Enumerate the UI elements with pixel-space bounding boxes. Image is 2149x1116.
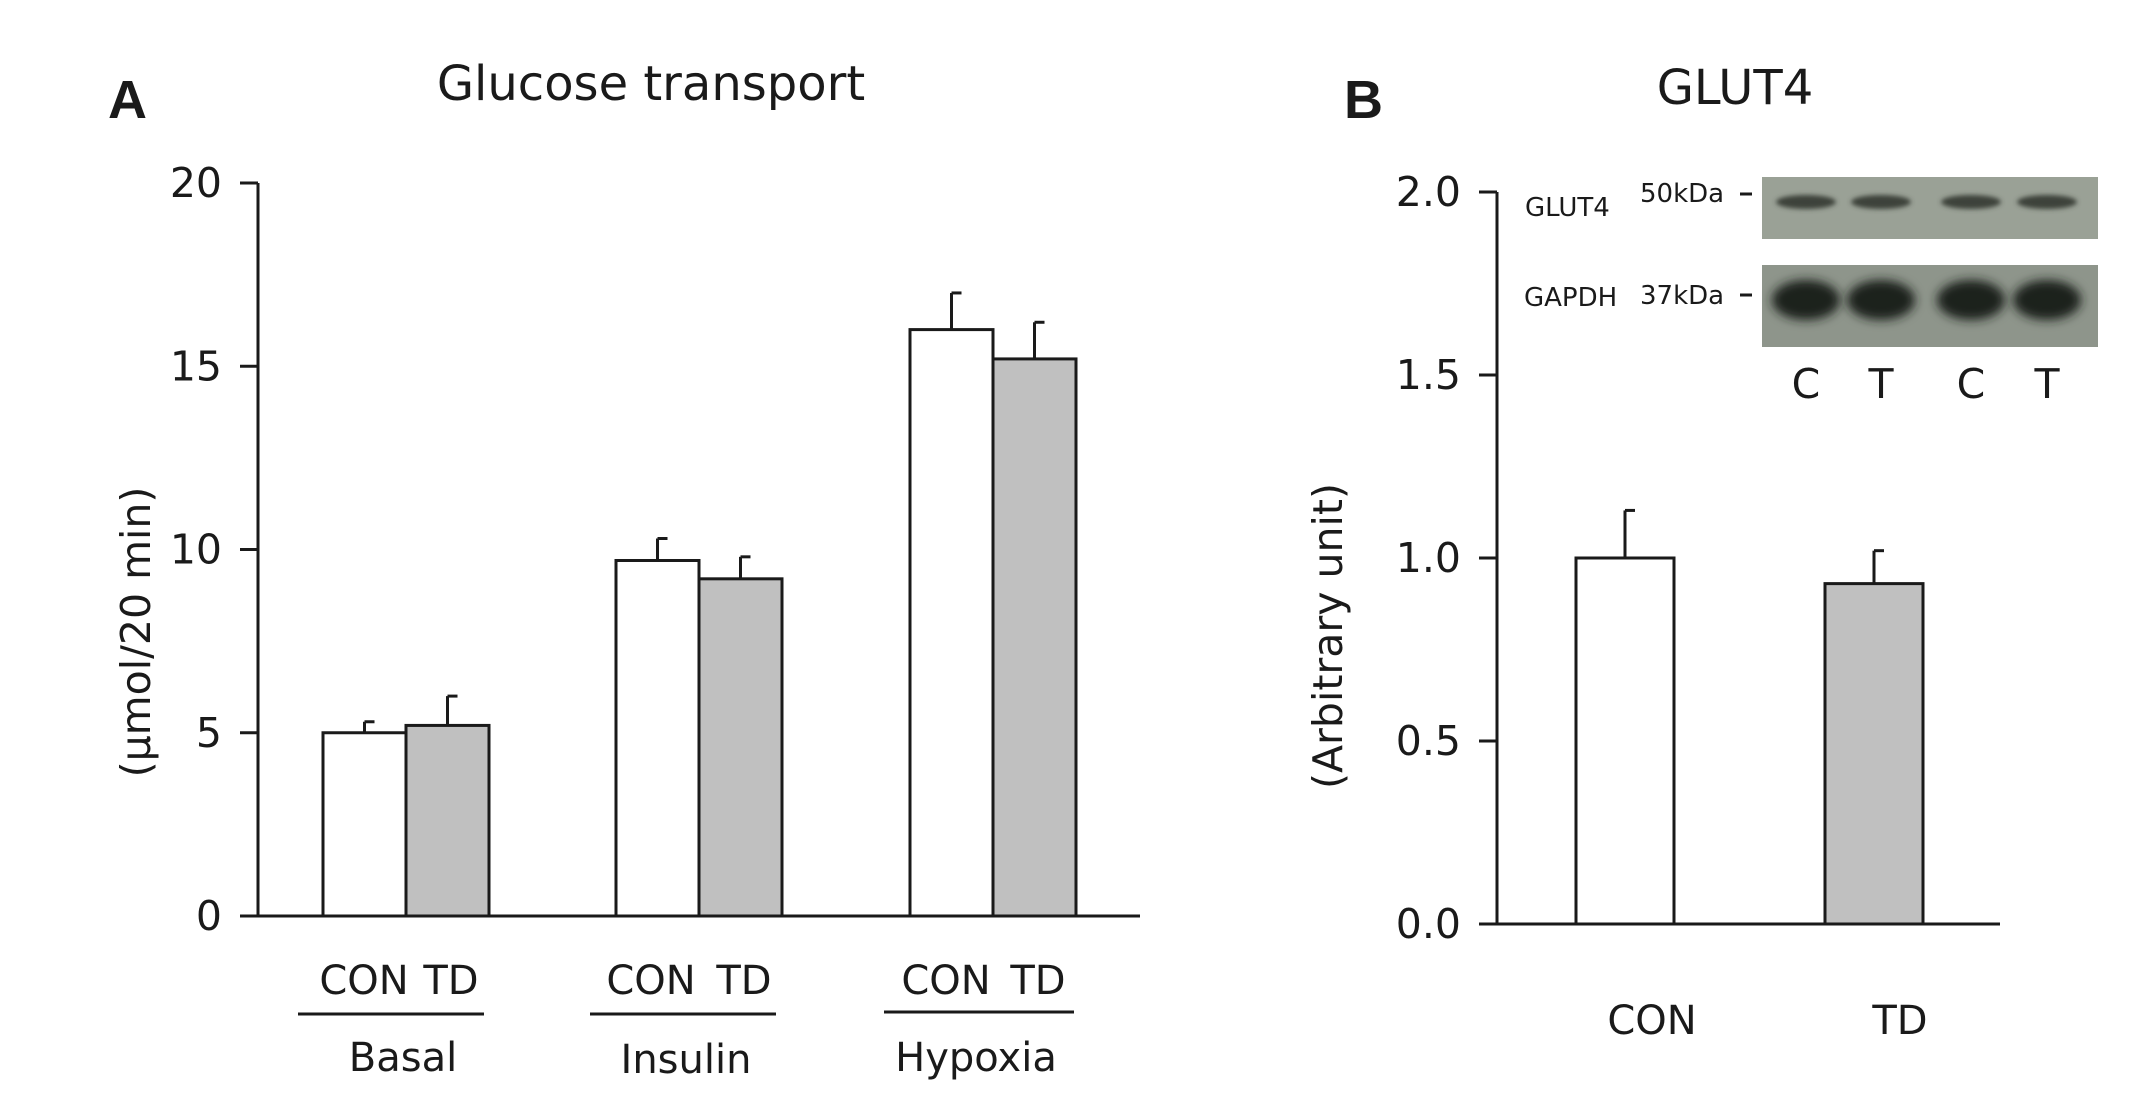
bar-insulin-con [614,558,701,918]
cat-label-td: TD [1871,998,1927,1044]
y-tick-label-b: 0.5 [1396,717,1461,765]
blot-protein-glut4: GLUT4 [1525,193,1610,223]
blot-lane-label-3: C [1957,360,1986,408]
y-tick-label-a: 20 [170,159,222,207]
bar-basal-con [321,731,408,918]
cat-label-basal-td: TD [422,958,478,1004]
blot-band-gapdh [1772,280,1840,320]
y-tick-label-b: 1.5 [1396,351,1461,399]
blot-lane-label-2: T [1867,360,1894,408]
chart-title-b: GLUT4 [1657,60,1814,116]
panel-letter-a: A [108,70,147,130]
blot-band-glut4 [1941,195,2001,209]
bars-a [321,291,1078,918]
bar-con [1574,556,1676,926]
bar-td [1823,582,1925,926]
bar-hypoxia-con [908,328,995,918]
y-tick-label-b: 0.0 [1396,900,1461,948]
chart-title-a: Glucose transport [437,56,865,112]
panel-letter-b: B [1344,70,1383,130]
blot-band-gapdh [1847,280,1915,320]
blot-protein-gapdh: GAPDH [1524,283,1617,313]
group-label-basal: Basal [349,1035,457,1081]
blot-band-gapdh [2013,280,2081,320]
group-label-insulin: Insulin [621,1037,752,1083]
cat-label-hypoxia-con: CON [901,958,990,1004]
cat-label-con: CON [1607,998,1696,1044]
y-ticks-b: 0.0 0.5 1.0 1.5 2.0 [1396,168,1497,948]
blot-band-glut4 [2017,195,2077,209]
blot-marker-50kda: 50kDa [1640,179,1724,209]
y-ticks-a: 0 5 10 15 20 [170,159,258,940]
blot-band-glut4 [1776,195,1836,209]
y-axis-title-b: (Arbitrary unit) [1304,483,1352,789]
y-tick-label-a: 10 [170,526,222,574]
y-tick-label-a: 0 [196,892,222,940]
blot-band-gapdh [1937,280,2005,320]
cat-label-hypoxia-td: TD [1009,958,1065,1004]
y-tick-label-a: 5 [196,709,222,757]
cat-label-basal-con: CON [319,958,408,1004]
bar-hypoxia-td [991,357,1078,918]
bars-b [1574,508,1925,926]
bar-basal-td [404,723,491,918]
cat-label-insulin-con: CON [606,958,695,1004]
y-tick-label-b: 1.0 [1396,534,1461,582]
cat-label-insulin-td: TD [715,958,771,1004]
blot-bands [1772,195,2081,320]
y-tick-label-b: 2.0 [1396,168,1461,216]
bar-insulin-td [697,577,784,918]
group-label-hypoxia: Hypoxia [895,1035,1057,1081]
y-tick-label-a: 15 [170,342,222,390]
blot-marker-37kda: 37kDa [1640,281,1724,311]
panel-a-glucose-transport: A Glucose transport (µmol/20 min) 0 5 10 15… [108,56,1140,1083]
blot-lane-label-1: C [1792,360,1821,408]
blot-lane-label-4: T [2033,360,2060,408]
blot-band-glut4 [1851,195,1911,209]
panel-b-glut4: B GLUT4 (Arbitrary unit) 0.0 0.5 1.0 1.5 2.0… [1304,60,2098,1044]
western-blot-inset: GLUT4 50kDa GAPDH 37kDa C T C T [1524,177,2098,408]
y-axis-title-a: (µmol/20 min) [112,487,160,778]
